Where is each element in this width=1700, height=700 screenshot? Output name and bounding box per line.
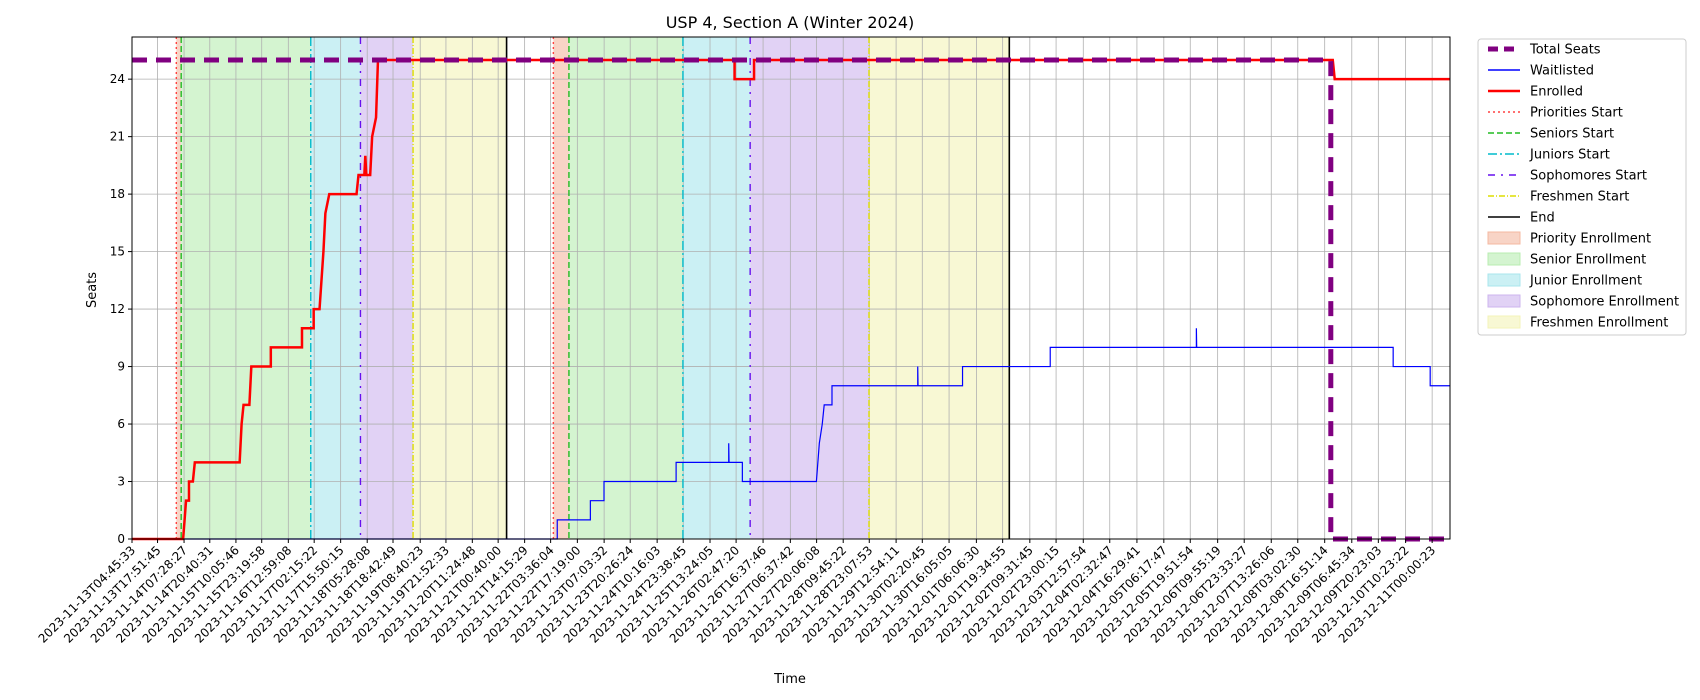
legend-entry: Total Seats — [1529, 43, 1601, 58]
span-priority-enrollment — [176, 37, 182, 539]
span-sophomore-enrollment — [360, 37, 414, 539]
legend: Total Seats Waitlisted Enrolled Priorities … — [1477, 38, 1687, 336]
span-freshmen-enrollment — [413, 37, 507, 539]
legend-swatch — [1487, 294, 1521, 308]
y-tick-label: 9 — [117, 360, 125, 374]
y-tick-label: 21 — [110, 130, 125, 144]
legend-box — [1477, 38, 1687, 336]
y-tick-label: 18 — [110, 187, 125, 201]
plot-frame — [131, 36, 1451, 540]
legend-entry: Sophomores Start — [1530, 169, 1647, 184]
legend-entry: Senior Enrollment — [1530, 253, 1646, 268]
y-tick-label: 15 — [110, 245, 125, 259]
x-axis-label: Time — [773, 672, 806, 687]
series-waitlisted — [132, 328, 1450, 540]
legend-entry: End — [1530, 211, 1555, 226]
legend-entry: Enrolled — [1530, 85, 1583, 100]
legend-entry: Waitlisted — [1530, 64, 1594, 79]
y-axis-label: Seats — [85, 272, 100, 308]
y-tick-label: 12 — [110, 302, 125, 316]
legend-entry: Freshmen Enrollment — [1530, 316, 1668, 331]
legend-entry: Priority Enrollment — [1530, 232, 1651, 247]
span-senior-enrollment — [568, 37, 683, 539]
span-priority-enrollment — [553, 37, 569, 539]
chart-title: USP 4, Section A (Winter 2024) — [666, 13, 915, 32]
span-junior-enrollment — [682, 37, 751, 539]
legend-entry: Sophomore Enrollment — [1530, 295, 1679, 310]
legend-entry: Juniors Start — [1529, 148, 1610, 163]
legend-entry: Seniors Start — [1530, 127, 1614, 142]
legend-entry: Junior Enrollment — [1529, 274, 1642, 289]
legend-swatch — [1487, 252, 1521, 266]
enrollment-spans — [176, 37, 1010, 539]
span-senior-enrollment — [181, 37, 311, 539]
legend-swatch — [1487, 315, 1521, 329]
y-tick-label: 24 — [110, 72, 125, 86]
phase-lines — [175, 37, 1011, 539]
span-freshmen-enrollment — [869, 37, 1010, 539]
legend-entry: Freshmen Start — [1530, 190, 1629, 205]
series-enrolled — [132, 58, 1450, 541]
y-ticks: 0 3 6 9 12 15 18 21 24 — [110, 72, 132, 546]
y-tick-label: 0 — [117, 532, 125, 546]
legend-entry: Priorities Start — [1530, 106, 1623, 121]
x-ticks: 2023-11-13T04:45:332023-11-13T17:51:4520… — [36, 539, 1438, 646]
legend-swatch — [1487, 273, 1521, 287]
span-junior-enrollment — [310, 37, 361, 539]
legend-swatch — [1487, 231, 1521, 245]
span-sophomore-enrollment — [750, 37, 870, 539]
y-tick-label: 6 — [117, 417, 125, 431]
y-tick-label: 3 — [117, 475, 125, 489]
